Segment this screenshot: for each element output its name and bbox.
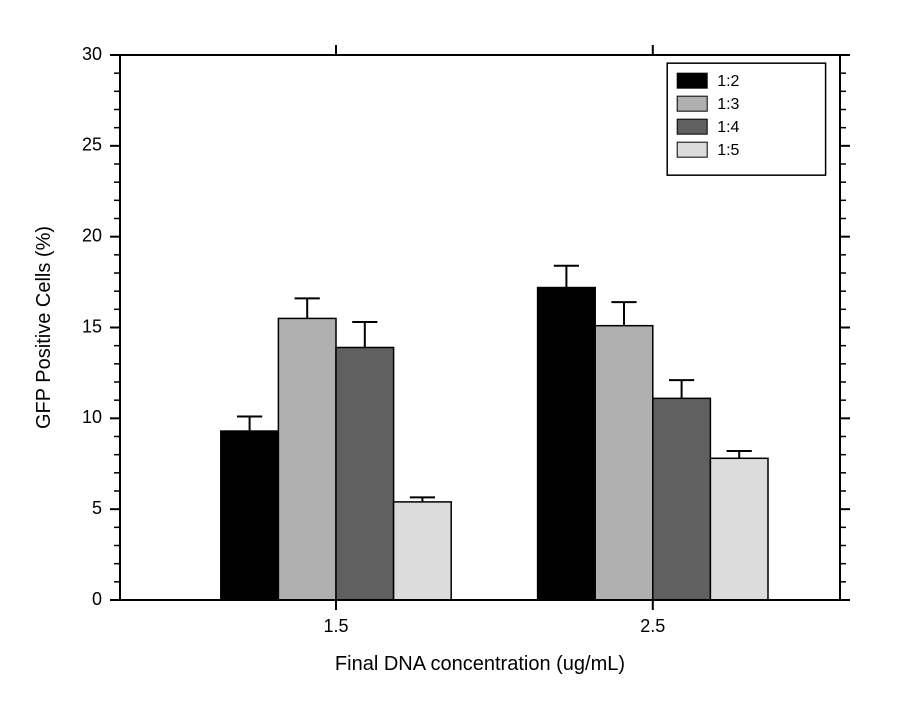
legend-label: 1:5 <box>717 142 739 159</box>
ytick-label: 10 <box>82 407 102 427</box>
legend-swatch <box>677 142 707 157</box>
ytick-label: 30 <box>82 44 102 64</box>
bar <box>221 431 279 600</box>
xlabel: Final DNA concentration (ug/mL) <box>335 653 625 675</box>
ytick-label: 25 <box>82 135 102 155</box>
legend-label: 1:2 <box>717 73 739 90</box>
bar <box>278 318 336 600</box>
bar <box>336 347 394 600</box>
bar <box>653 398 711 600</box>
legend-label: 1:4 <box>717 119 739 136</box>
bar <box>538 288 596 600</box>
ytick-label: 0 <box>92 589 102 609</box>
bar-chart: 0 5 10 15 20 25 30 1.5 2.5 Final DNA concentratio… <box>0 0 905 721</box>
legend-swatch <box>677 73 707 88</box>
legend-label: 1:3 <box>717 96 739 113</box>
ytick-label: 15 <box>82 316 102 336</box>
bar <box>710 458 768 600</box>
bar <box>595 326 653 600</box>
ytick-label: 5 <box>92 498 102 518</box>
xtick-label: 2.5 <box>640 616 665 636</box>
bar <box>394 502 452 600</box>
ylabel: GFP Positive Cells (%) <box>33 226 55 429</box>
ytick-label: 20 <box>82 225 102 245</box>
xtick-label: 1.5 <box>323 616 348 636</box>
legend-swatch <box>677 96 707 111</box>
legend-swatch <box>677 119 707 134</box>
